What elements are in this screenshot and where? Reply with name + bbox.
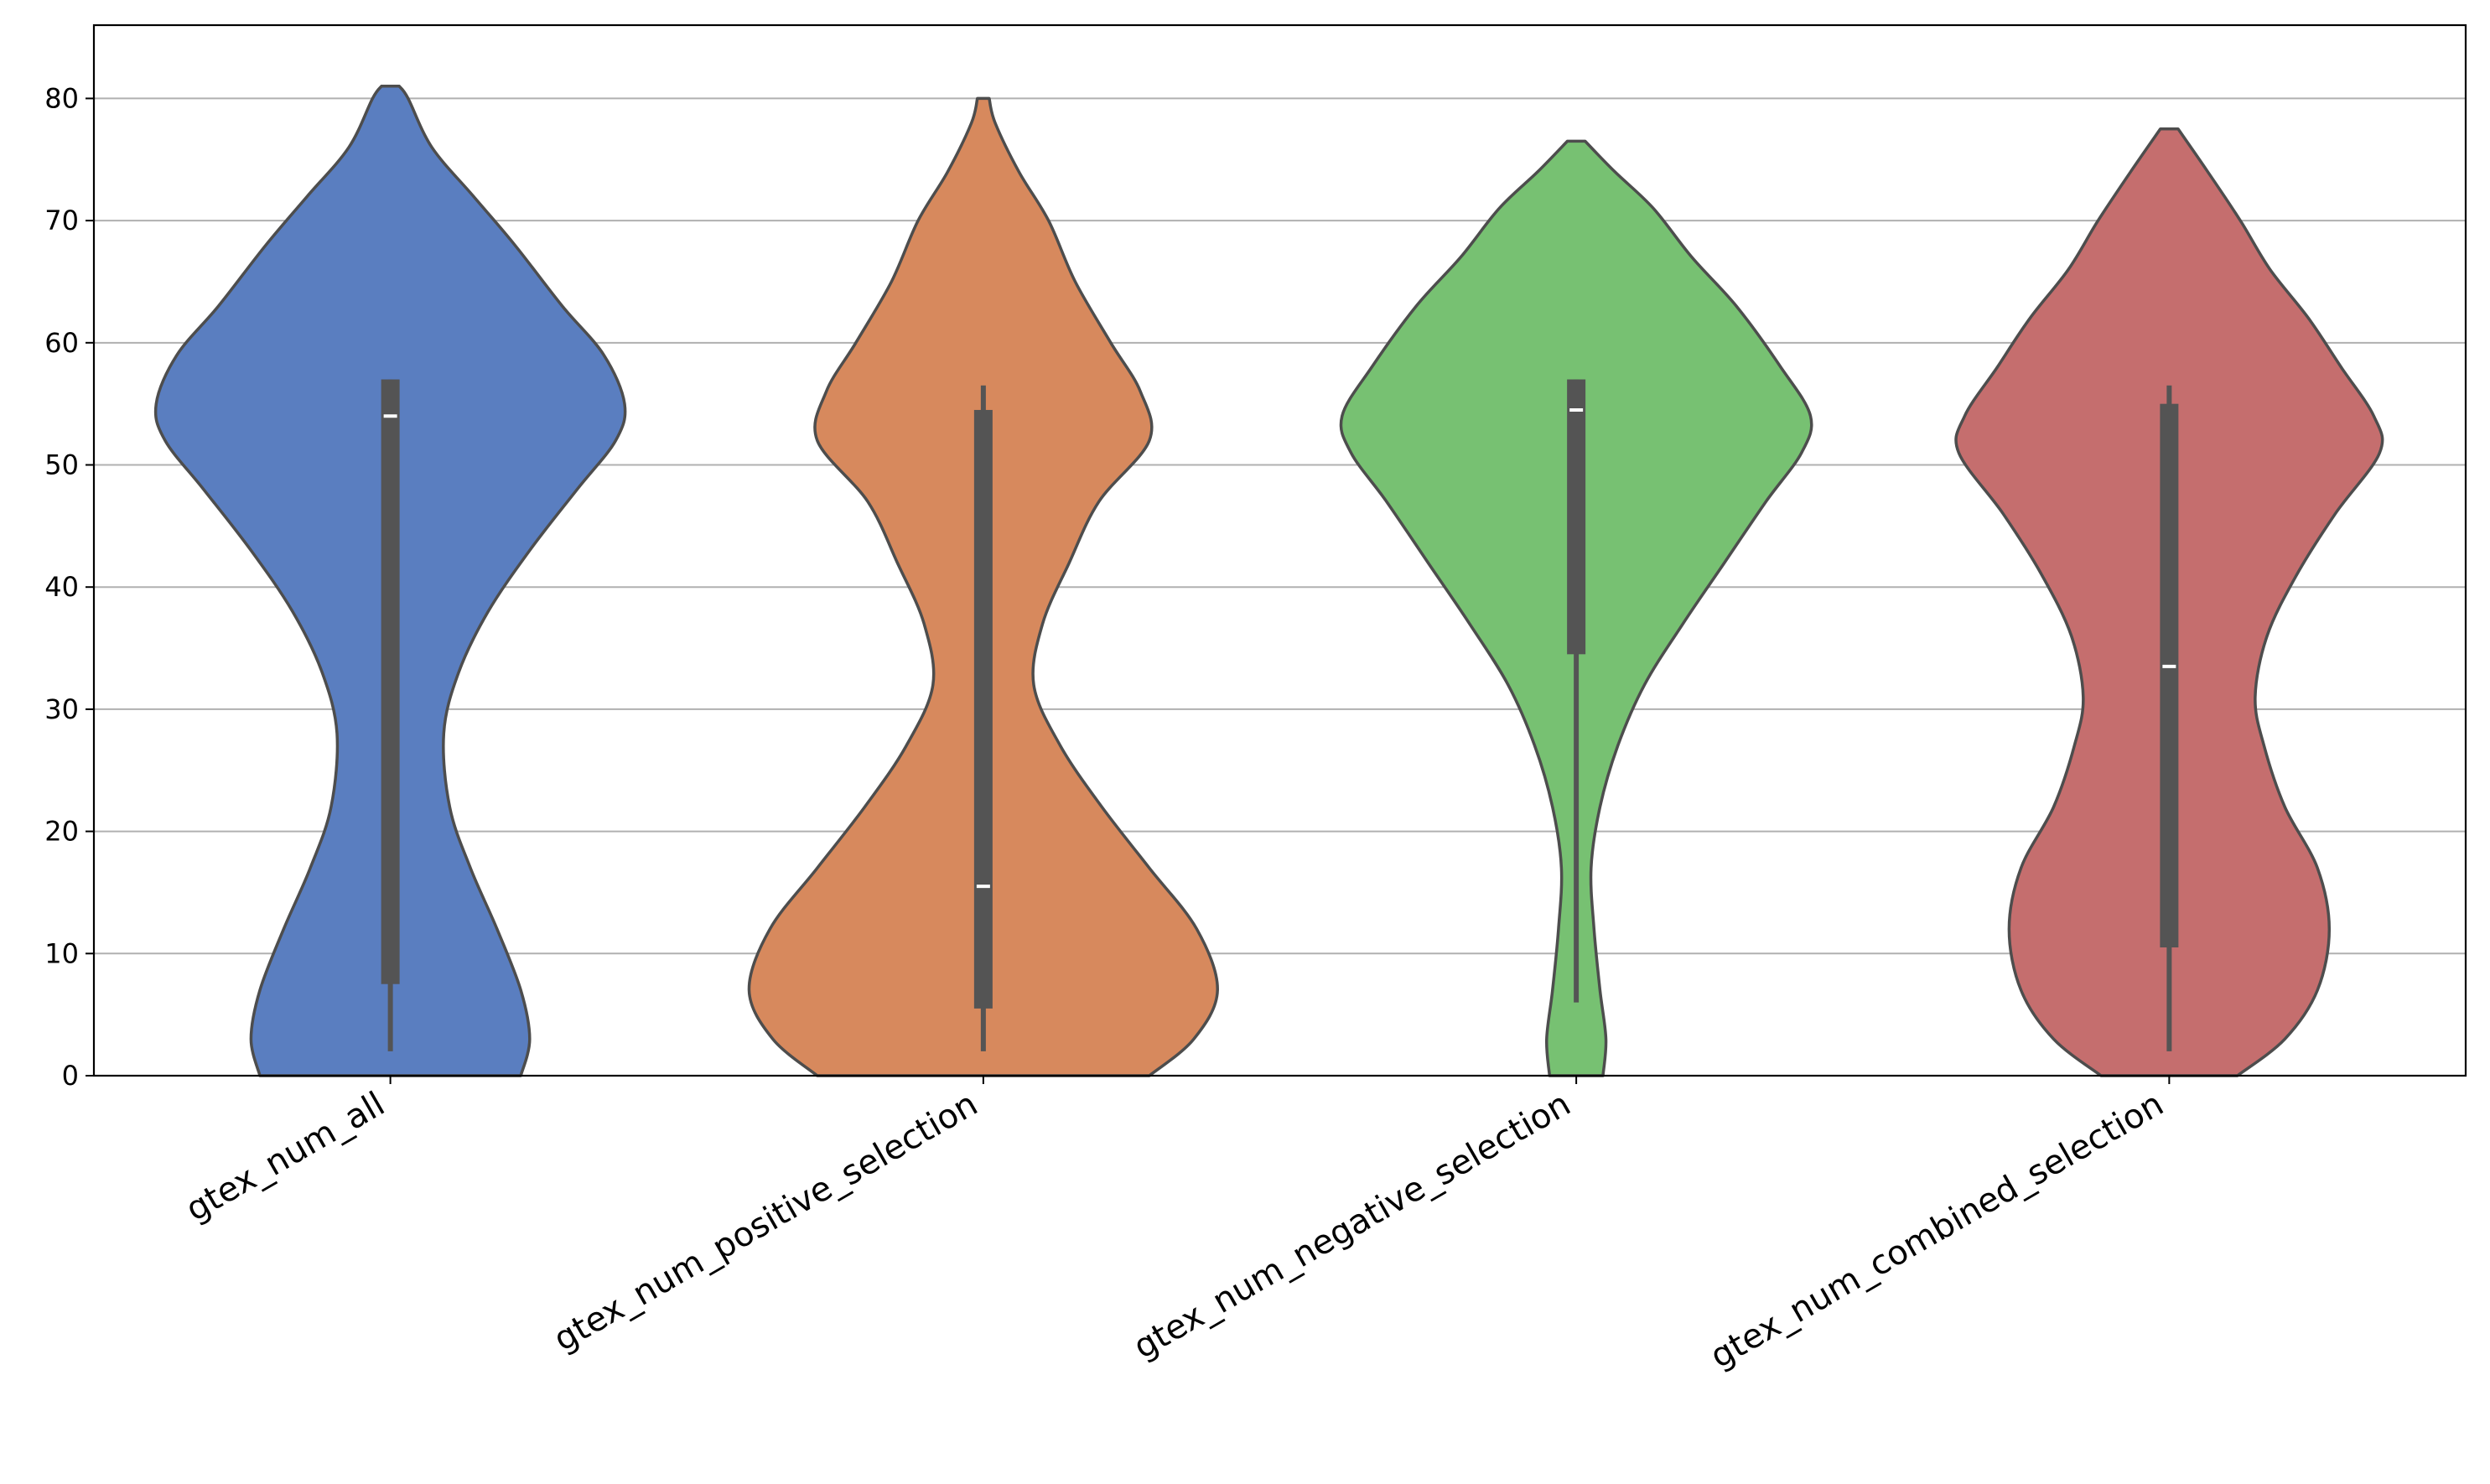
y-tick-label: 20: [44, 816, 79, 848]
y-axis: 0 10 20 30 40 50 60 70 80: [44, 82, 94, 1092]
x-tick-label: gtex_num_positive_selection: [547, 1085, 984, 1359]
box-plots: [381, 379, 2179, 1051]
iqr-box: [973, 409, 993, 1009]
x-tick-label: gtex_num_negative_selection: [1128, 1085, 1578, 1367]
x-axis: gtex_num_all gtex_num_positive_selection g…: [179, 1076, 2171, 1377]
y-tick-label: 70: [44, 205, 79, 236]
iqr-box: [1567, 379, 1586, 655]
y-tick-label: 30: [44, 693, 79, 725]
y-tick-label: 40: [44, 571, 79, 603]
y-tick-label: 0: [62, 1060, 79, 1092]
iqr-box: [2160, 403, 2179, 948]
iqr-box: [381, 379, 400, 984]
y-tick-label: 80: [44, 82, 79, 114]
y-tick-label: 10: [44, 937, 79, 969]
plot-frame: [92, 23, 2467, 1077]
y-tick-label: 60: [44, 327, 79, 359]
x-tick-label: gtex_num_all: [179, 1085, 392, 1229]
violins: [153, 85, 2384, 1077]
y-tick-label: 50: [44, 449, 79, 481]
x-tick-label: gtex_num_combined_selection: [1704, 1085, 2170, 1377]
